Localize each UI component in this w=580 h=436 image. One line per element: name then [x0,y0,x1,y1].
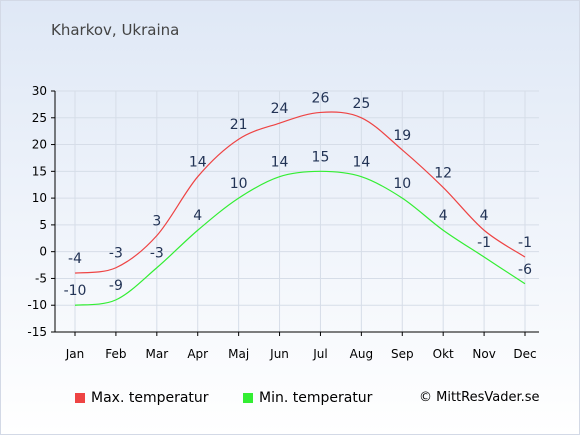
data-label-max: -3 [109,246,123,262]
y-tick-label: 0 [39,245,47,259]
legend-swatch-min [243,393,253,403]
legend-swatch-max [75,393,85,403]
x-tick-label: Apr [187,347,208,361]
data-label-max: 24 [271,101,289,117]
data-label-min: -10 [64,283,87,299]
series-line-min [74,170,526,306]
y-tick-label: 30 [32,84,47,98]
axis-layer: 30 25 20 15 10 5 0 -5 -10 -15 Jan Feb Mar Apr Maj Jun Ju… [27,84,539,361]
y-tick-label: -10 [27,298,47,312]
data-label-max: 19 [393,128,411,144]
data-label-max: 25 [352,96,370,112]
y-tick-label: 20 [32,138,47,152]
data-label-max: 3 [152,214,161,230]
x-tick-label: Jan [65,347,85,361]
data-label-min: 14 [271,155,289,171]
data-label-max: 4 [480,208,489,224]
y-tick-label: 25 [32,111,47,125]
legend-item-min: Min. temperatur [243,390,372,406]
copyright-text: © MittResVader.se [419,390,540,405]
legend-item-max: Max. temperatur [75,390,209,406]
data-label-max: 26 [312,90,330,106]
x-tick-label: Jun [269,347,289,361]
data-label-max: 14 [189,155,207,171]
data-label-max: 21 [230,117,248,133]
data-label-max: -4 [68,251,82,267]
grid-layer [55,90,539,333]
x-tick-label: Maj [228,347,249,361]
data-label-min: -1 [477,235,491,251]
x-tick-label: Feb [105,347,126,361]
label-layer: -4 -3 3 14 21 24 26 25 19 12 4 -1 -10 -9 -3 4 10 14 15 14 10… [64,90,533,299]
line-layer [74,111,526,306]
data-label-min: -3 [150,246,164,262]
x-tick-label: Jul [312,347,327,361]
series-line-max [74,111,526,274]
data-label-min: 10 [393,176,411,192]
y-tick-label: 15 [32,164,47,178]
data-label-min: 15 [312,149,330,165]
data-label-min: 14 [352,155,370,171]
y-tick-label: 5 [39,218,47,232]
data-label-min: 4 [439,208,448,224]
y-tick-label: -15 [27,325,47,339]
data-label-min: -9 [109,278,123,294]
data-label-min: -6 [518,262,532,278]
legend-label-max: Max. temperatur [91,390,209,406]
x-tick-label: Okt [433,347,454,361]
data-label-max: 12 [434,165,452,181]
x-tick-label: Aug [350,347,373,361]
x-tick-label: Dec [513,347,536,361]
legend-label-min: Min. temperatur [259,390,373,406]
data-label-min: 10 [230,176,248,192]
y-tick-label: 10 [32,191,47,205]
x-tick-label: Mar [145,347,168,361]
x-tick-label: Nov [472,347,495,361]
y-tick-label: -5 [35,271,47,285]
data-label-min: 4 [193,208,202,224]
chart-title: Kharkov, Ukraina [51,21,180,39]
data-label-max: -1 [518,235,532,251]
x-tick-label: Sep [391,347,414,361]
